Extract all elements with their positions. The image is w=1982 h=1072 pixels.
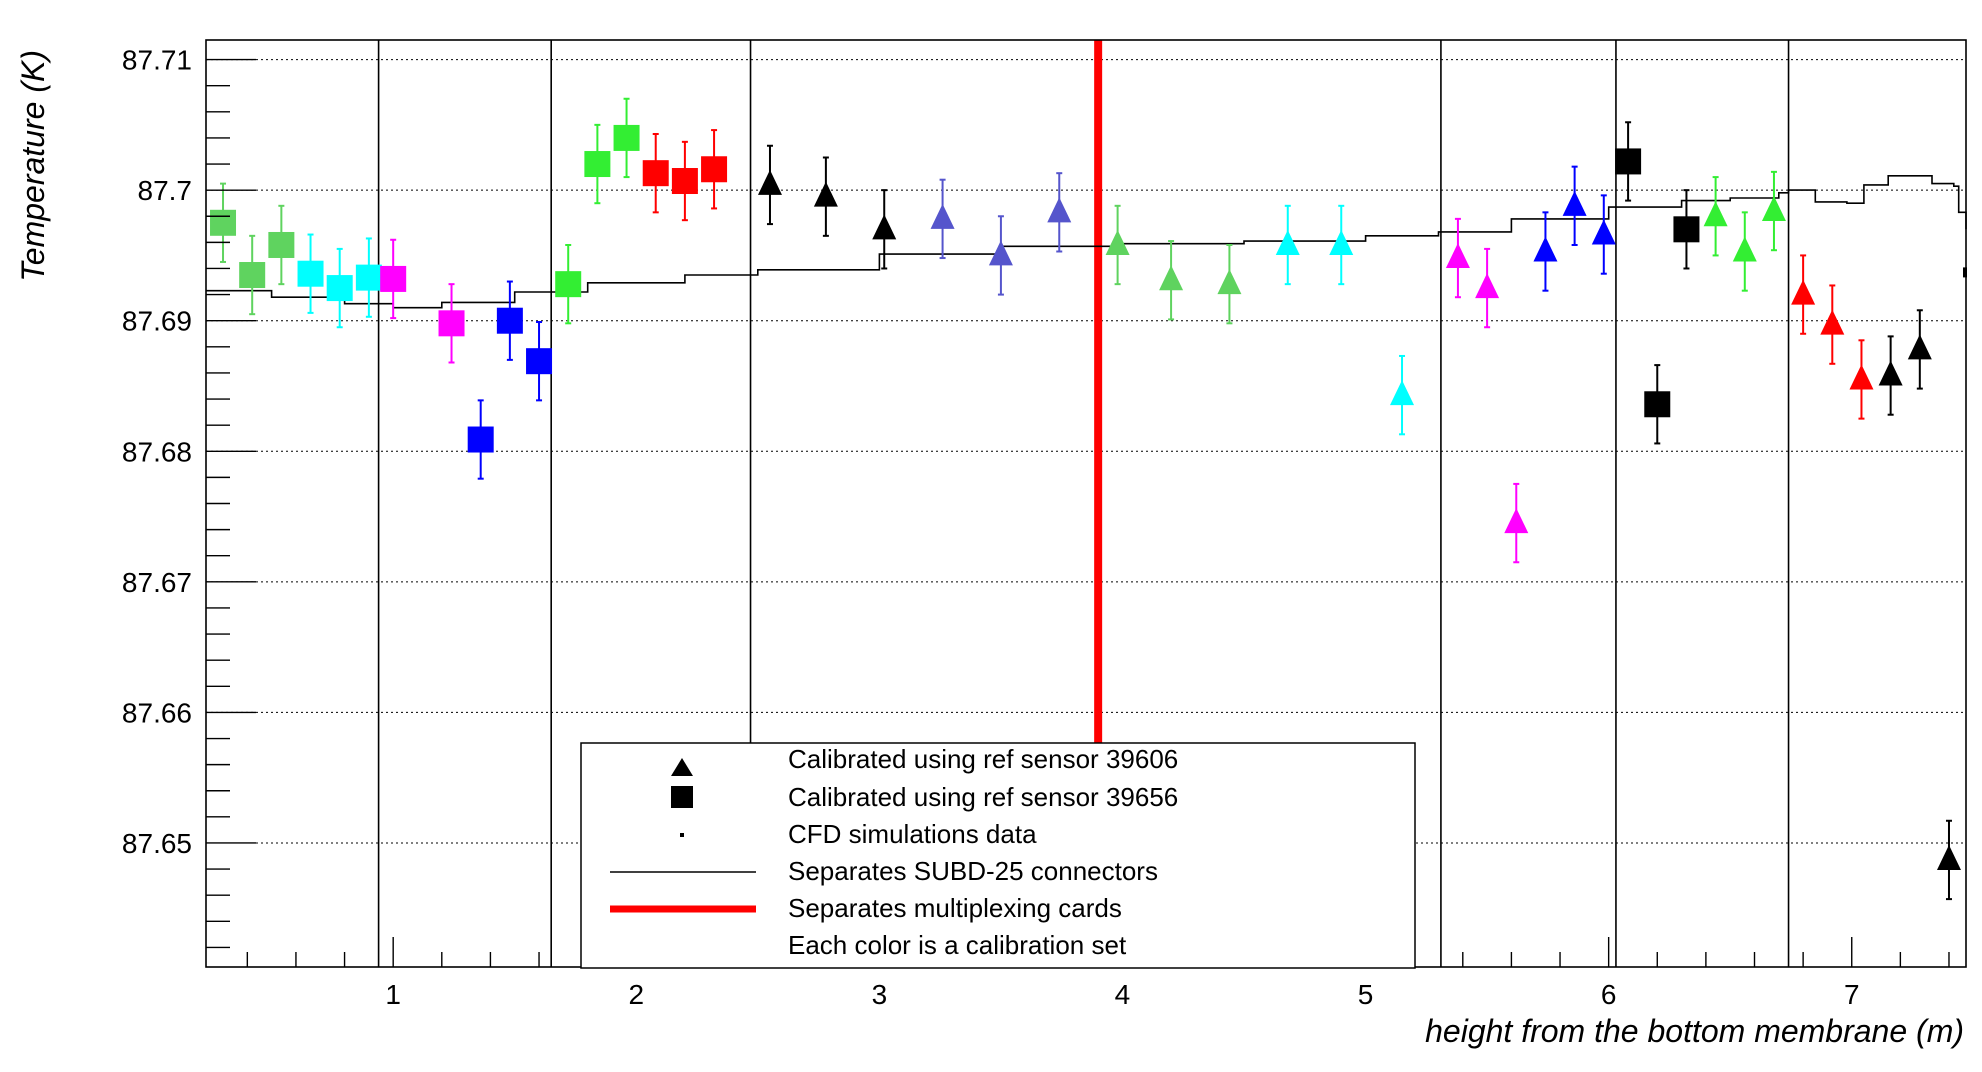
legend-box (580, 742, 1416, 969)
triangle-data-point (1936, 844, 1961, 870)
triangle-data-point (1703, 201, 1728, 227)
triangle-data-point (930, 203, 955, 229)
x-tick-label: 1 (385, 979, 401, 1010)
legend-label: Each color is a calibration set (788, 930, 1127, 960)
triangle-data-point (1504, 508, 1529, 534)
triangle-data-point (872, 214, 897, 240)
square-data-point (1615, 148, 1642, 175)
triangle-data-point (1878, 360, 1903, 386)
triangle-data-point (1562, 190, 1587, 216)
triangle-data-point (1275, 229, 1300, 255)
square-data-point (613, 124, 640, 151)
square-data-point (297, 260, 324, 287)
axes: 87.65 87.66 87.67 87.68 87.69 87.7 87.71 1 2 3 4 5 6… (122, 39, 1967, 1010)
square-data-point (526, 348, 553, 375)
y-tick-label: 87.66 (122, 697, 192, 728)
x-tick-label: 2 (628, 979, 644, 1010)
legend-square-marker (671, 786, 693, 808)
triangle-data-point (988, 240, 1013, 266)
triangle-data-point (1390, 380, 1415, 406)
square-data-point (1673, 216, 1700, 243)
triangle-data-point (757, 169, 782, 195)
square-data-point (438, 310, 465, 337)
triangle-data-point (1329, 229, 1354, 255)
cfd-simulation-line (206, 175, 1967, 309)
legend-triangle-marker (671, 758, 693, 776)
triangle-data-point (1047, 197, 1072, 223)
triangle-data-point (1907, 334, 1932, 360)
legend-label: Separates SUBD-25 connectors (788, 856, 1158, 886)
legend-dot-marker (680, 833, 684, 837)
triangle-data-point (1159, 265, 1184, 291)
triangle-data-point (1732, 236, 1757, 262)
triangle-data-point (1761, 196, 1786, 222)
triangle-data-point (1217, 269, 1242, 295)
cfd-data-point (1963, 267, 1967, 278)
legend-label: Separates multiplexing cards (788, 893, 1122, 923)
triangle-data-point (1820, 309, 1845, 335)
y-tick-label: 87.65 (122, 828, 192, 859)
square-data-point (584, 151, 611, 178)
triangle-data-point (813, 181, 838, 207)
y-tick-label: 87.71 (122, 45, 192, 76)
triangle-data-point (1591, 219, 1616, 245)
square-data-point (355, 264, 382, 291)
square-data-point (239, 262, 266, 289)
x-tick-label: 6 (1601, 979, 1617, 1010)
triangle-data-point (1791, 279, 1816, 305)
y-tick-label: 87.67 (122, 567, 192, 598)
y-tick-label: 87.69 (122, 306, 192, 337)
triangle-data-point (1533, 236, 1558, 262)
triangle-data-point (1475, 273, 1500, 299)
x-tick-label: 3 (872, 979, 888, 1010)
x-tick-label: 5 (1358, 979, 1374, 1010)
square-data-point (671, 168, 698, 195)
y-tick-label: 87.7 (138, 175, 193, 206)
square-data-point (496, 307, 523, 334)
x-tick-label: 4 (1115, 979, 1131, 1010)
x-tick-label: 7 (1844, 979, 1860, 1010)
square-data-point (701, 156, 728, 183)
square-data-point (268, 231, 295, 258)
triangle-data-point (1849, 364, 1874, 390)
square-data-point (467, 426, 494, 453)
y-axis-title: Temperature (K) (15, 50, 51, 282)
square-data-point (555, 271, 582, 298)
square-data-point (380, 265, 407, 292)
x-axis-title: height from the bottom membrane (m) (1425, 1013, 1964, 1049)
legend: Calibrated using ref sensor 39606 Calibr… (580, 742, 1416, 969)
square-data-point (326, 275, 353, 302)
data-points (210, 97, 1961, 901)
legend-label: CFD simulations data (788, 819, 1037, 849)
y-tick-label: 87.68 (122, 436, 192, 467)
legend-label: Calibrated using ref sensor 39656 (788, 782, 1178, 812)
triangle-data-point (1445, 243, 1470, 269)
cfd-line (206, 175, 1967, 309)
square-data-point (642, 160, 669, 187)
square-data-point (1644, 391, 1671, 418)
legend-label: Calibrated using ref sensor 39606 (788, 744, 1178, 774)
triangle-data-point (1105, 229, 1130, 255)
square-data-point (210, 209, 237, 236)
